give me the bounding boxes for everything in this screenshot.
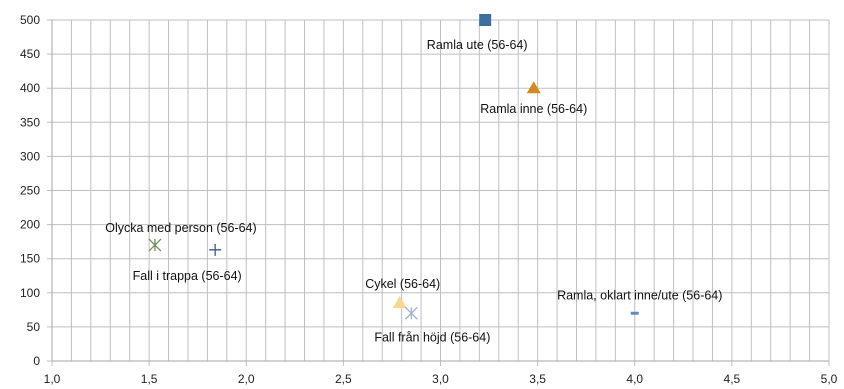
grid bbox=[51, 19, 830, 362]
x-tick-label: 3,0 bbox=[432, 372, 449, 386]
y-tick-label: 50 bbox=[27, 320, 41, 334]
point-label: Ramla, oklart inne/ute (56-64) bbox=[557, 288, 722, 302]
data-points bbox=[148, 14, 639, 320]
point-label: Olycka med person (56-64) bbox=[105, 221, 256, 235]
x-tick-label: 4,5 bbox=[724, 372, 741, 386]
y-tick-label: 300 bbox=[20, 149, 40, 163]
y-tick-label: 100 bbox=[20, 286, 40, 300]
y-tick-label: 400 bbox=[20, 81, 40, 95]
x-tick-label: 1,0 bbox=[44, 372, 61, 386]
tick-labels: 0 50 100 150 200 250 300 350 400 450 500 1,0 1,5 2,0 2… bbox=[20, 13, 838, 386]
point-label: Fall i trappa (56-64) bbox=[133, 269, 242, 283]
point-label: Cykel (56-64) bbox=[365, 277, 440, 291]
point-label: Ramla ute (56-64) bbox=[427, 38, 528, 52]
point-fall-i-trappa-56-64 bbox=[209, 243, 222, 256]
point-label: Fall från höjd (56-64) bbox=[374, 330, 490, 344]
y-tick-label: 500 bbox=[20, 13, 40, 27]
x-tick-label: 1,5 bbox=[141, 372, 158, 386]
y-tick-label: 450 bbox=[20, 47, 40, 61]
point-ramla-oklart-inne-ute-56-64 bbox=[630, 311, 639, 315]
x-tick-label: 3,5 bbox=[529, 372, 546, 386]
point-cykel-56-64 bbox=[392, 296, 407, 309]
point-olycka-med-person-56-64 bbox=[148, 238, 162, 252]
point-labels: Ramla ute (56-64) Ramla inne (56-64) Olyck… bbox=[105, 38, 722, 344]
point-ramla-ute-56-64 bbox=[479, 14, 492, 26]
y-tick-label: 0 bbox=[33, 354, 40, 368]
x-tick-label: 5,0 bbox=[821, 372, 838, 386]
point-ramla-inne-56-64 bbox=[526, 81, 541, 94]
y-tick-label: 200 bbox=[20, 218, 40, 232]
x-tick-label: 2,5 bbox=[335, 372, 352, 386]
point-label: Ramla inne (56-64) bbox=[480, 102, 587, 116]
x-tick-label: 2,0 bbox=[238, 372, 255, 386]
y-tick-label: 150 bbox=[20, 252, 40, 266]
x-tick-label: 4,0 bbox=[626, 372, 643, 386]
point-fall-fr-n-h-jd-56-64 bbox=[404, 306, 418, 320]
y-tick-label: 250 bbox=[20, 184, 40, 198]
y-tick-label: 350 bbox=[20, 115, 40, 129]
